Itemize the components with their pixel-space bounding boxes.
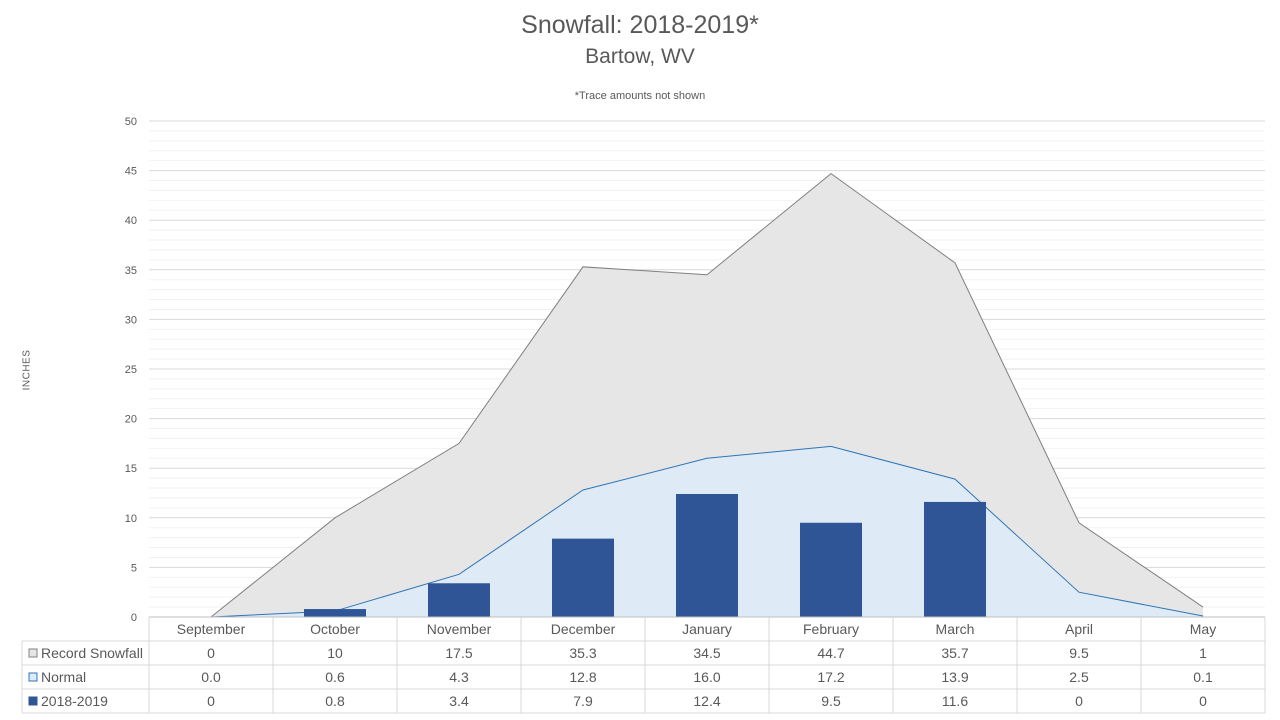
y-tick-label: 15: [125, 463, 137, 475]
data-label-2018-2019: 12.4: [693, 693, 720, 709]
legend-label-2018-2019: 2018-2019: [41, 693, 108, 709]
data-label-record-snowfall: 1: [1199, 645, 1207, 661]
data-label-record-snowfall: 0: [207, 645, 215, 661]
data-label-normal: 13.9: [941, 669, 968, 685]
y-tick-label: 45: [125, 166, 137, 178]
bar-2018-2019-march: [924, 501, 986, 617]
y-tick-label: 35: [125, 265, 137, 277]
bar-2018-2019-october: [304, 609, 366, 617]
data-label-record-snowfall: 35.7: [941, 645, 968, 661]
data-label-normal: 0.0: [201, 669, 221, 685]
data-label-normal: 16.0: [693, 669, 720, 685]
x-tick-label: November: [427, 621, 492, 637]
legend-label-record-snowfall: Record Snowfall: [41, 645, 143, 661]
x-tick-label: March: [936, 621, 975, 637]
y-tick-label: 20: [125, 414, 137, 426]
data-label-2018-2019: 9.5: [821, 693, 841, 709]
data-label-record-snowfall: 10: [327, 645, 343, 661]
line-record-snowfall: [210, 172, 1204, 618]
data-label-2018-2019: 0: [1199, 693, 1207, 709]
x-tick-label: January: [682, 621, 732, 637]
data-label-record-snowfall: 17.5: [445, 645, 472, 661]
x-tick-label: April: [1065, 621, 1093, 637]
y-tick-label: 30: [125, 314, 137, 326]
data-label-2018-2019: 0.8: [325, 693, 345, 709]
data-label-2018-2019: 11.6: [942, 693, 968, 709]
chart-note: *Trace amounts not shown: [574, 90, 706, 102]
y-tick-label: 40: [125, 215, 137, 227]
legend-label-normal: Normal: [41, 669, 86, 685]
legend-key-record-snowfall: [28, 648, 38, 658]
x-tick-label: September: [177, 621, 246, 637]
data-label-2018-2019: 3.4: [449, 693, 469, 709]
data-label-record-snowfall: 9.5: [1069, 645, 1089, 661]
bar-2018-2019-february: [800, 522, 862, 617]
data-label-2018-2019: 7.9: [573, 693, 593, 709]
data-label-normal: 2.5: [1069, 669, 1089, 685]
x-tick-label: October: [310, 621, 360, 637]
data-label-normal: 4.3: [449, 669, 469, 685]
chart-title: Snowfall: 2018-2019*: [521, 11, 759, 39]
y-tick-label: 25: [125, 364, 137, 376]
bar-2018-2019-january: [676, 493, 738, 617]
legend-key-normal: [28, 672, 38, 682]
y-tick-label: 5: [131, 562, 137, 574]
data-label-2018-2019: 0: [207, 693, 215, 709]
data-label-normal: 17.2: [817, 669, 844, 685]
x-tick-label: December: [551, 621, 616, 637]
data-label-normal: 12.8: [569, 669, 596, 685]
data-label-2018-2019: 0: [1075, 693, 1083, 709]
x-tick-label: February: [803, 621, 859, 637]
data-label-normal: 0.1: [1193, 669, 1213, 685]
line-normal: [210, 445, 1204, 618]
y-tick-label: 50: [125, 116, 137, 128]
bar-2018-2019-november: [428, 583, 490, 617]
data-label-record-snowfall: 35.3: [569, 645, 596, 661]
y-tick-label: 10: [125, 513, 137, 525]
data-label-record-snowfall: 44.7: [817, 645, 844, 661]
data-label-record-snowfall: 34.5: [693, 645, 720, 661]
x-tick-label: May: [1190, 621, 1216, 637]
chart-subtitle: Bartow, WV: [585, 45, 695, 68]
data-label-normal: 0.6: [325, 669, 345, 685]
legend-key-2018-2019: [28, 696, 38, 706]
bar-2018-2019-december: [552, 538, 614, 617]
y-tick-label: 0: [131, 612, 137, 624]
